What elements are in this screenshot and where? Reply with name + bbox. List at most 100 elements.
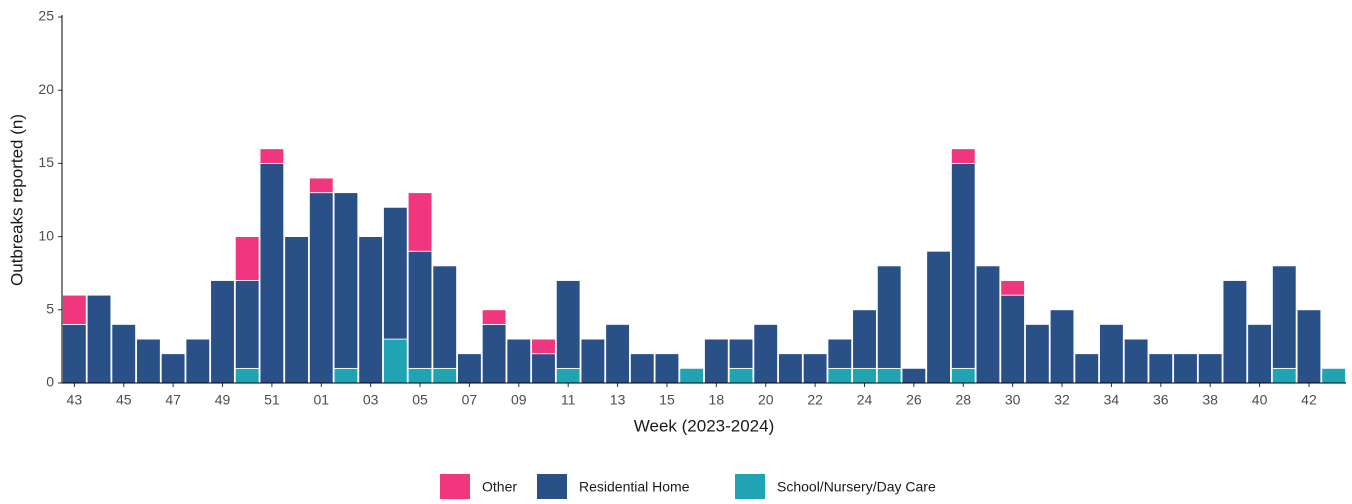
x-tick-label: 09	[511, 392, 527, 408]
bar-segment	[605, 324, 630, 384]
bar-segment	[852, 367, 877, 384]
y-tick-label: 20	[38, 81, 54, 97]
bar-segment	[926, 250, 951, 384]
bar-segment	[1296, 309, 1322, 384]
bar-segment	[234, 236, 260, 281]
bar-segment	[383, 206, 408, 340]
bar-segment	[630, 353, 655, 384]
bar-segment	[259, 148, 285, 164]
x-tick-label: 22	[807, 392, 823, 408]
bar-segment	[1000, 294, 1025, 384]
bar-segment	[704, 338, 729, 384]
x-tick-label: 13	[610, 392, 626, 408]
bar-segment	[1099, 324, 1124, 384]
x-tick-label: 05	[412, 392, 428, 408]
x-tick-label: 45	[116, 392, 132, 408]
x-tick-label: 18	[709, 392, 725, 408]
bar-segment	[457, 353, 482, 384]
bar-segment	[852, 309, 877, 369]
x-tick-label: 01	[313, 392, 329, 408]
x-tick-label: 40	[1252, 392, 1268, 408]
bar-segment	[876, 265, 902, 369]
y-axis-title: Outbreaks reported (n)	[7, 114, 26, 286]
legend-swatch	[735, 474, 765, 500]
bar-segment	[728, 367, 754, 384]
bar-segment	[210, 280, 235, 384]
bar-segment	[234, 280, 260, 369]
bar-segment	[778, 353, 803, 384]
x-tick-label: 03	[363, 392, 379, 408]
bar-segment	[1222, 280, 1248, 384]
bar-segment	[901, 367, 927, 384]
bar-segment	[1272, 367, 1297, 384]
x-tick-label: 11	[561, 392, 576, 408]
bar-segment	[531, 338, 556, 355]
bar-segment	[407, 250, 433, 369]
bar-segment	[679, 367, 704, 384]
bar-segment	[1049, 309, 1075, 384]
bar-segment	[1173, 353, 1198, 384]
x-tick-label: 36	[1153, 392, 1169, 408]
bar-segment	[333, 192, 359, 369]
y-tick-label: 5	[46, 301, 54, 317]
x-tick-label: 26	[906, 392, 922, 408]
bar-segment	[407, 192, 433, 252]
x-tick-label: 28	[955, 392, 971, 408]
legend-swatch	[440, 474, 470, 500]
bar-segment	[531, 353, 556, 384]
bar-segment	[407, 367, 433, 384]
bar-segment	[111, 324, 136, 384]
legend-label: Residential Home	[579, 479, 690, 495]
bar-segment	[383, 338, 408, 384]
bar-segment	[185, 338, 211, 384]
bar-segment	[951, 162, 976, 369]
bar-segment	[555, 367, 581, 384]
x-tick-label: 42	[1301, 392, 1317, 408]
bar-segment	[358, 236, 383, 384]
bar-segment	[753, 324, 778, 384]
y-tick-label: 15	[38, 154, 54, 170]
bar-segment	[1247, 324, 1272, 384]
bar-segment	[259, 162, 285, 384]
bar-segment	[160, 353, 186, 384]
bar-segment	[1197, 353, 1223, 384]
legend-label: School/Nursery/Day Care	[777, 479, 936, 495]
x-tick-label: 47	[165, 392, 181, 408]
bar-segment	[136, 338, 161, 384]
bar-segment	[481, 309, 507, 325]
bar-segment	[506, 338, 532, 384]
x-tick-label: 20	[758, 392, 774, 408]
bar-segment	[86, 294, 112, 384]
bar-segment	[1025, 324, 1050, 384]
bar-segment	[876, 367, 902, 384]
x-tick-label: 07	[462, 392, 478, 408]
bar-segment	[481, 324, 507, 384]
x-tick-label: 49	[215, 392, 231, 408]
x-tick-label: 43	[67, 392, 83, 408]
bar-segment	[62, 294, 87, 325]
bar-segment	[1148, 353, 1174, 384]
bar-segment	[555, 280, 581, 369]
bar-segment	[1123, 338, 1149, 384]
bar-segment	[1074, 353, 1099, 384]
bar-segment	[1000, 280, 1025, 296]
bar-segment	[309, 192, 334, 384]
y-tick-label: 0	[46, 374, 54, 390]
bar-segment	[1272, 265, 1297, 369]
bar-segment	[975, 265, 1001, 384]
bar-segment	[309, 177, 334, 194]
bar-segment	[951, 148, 976, 164]
legend-swatch	[537, 474, 567, 500]
y-tick-label: 25	[38, 8, 54, 24]
x-tick-label: 34	[1104, 392, 1120, 408]
x-tick-label: 32	[1054, 392, 1070, 408]
bar-segment	[234, 367, 260, 384]
bar-segment	[654, 353, 680, 384]
x-tick-label: 24	[857, 392, 873, 408]
bar-segment	[1321, 367, 1346, 384]
x-tick-label: 38	[1202, 392, 1218, 408]
bar-segment	[827, 338, 853, 369]
bar-segment	[432, 367, 457, 384]
y-tick-label: 10	[38, 227, 54, 243]
